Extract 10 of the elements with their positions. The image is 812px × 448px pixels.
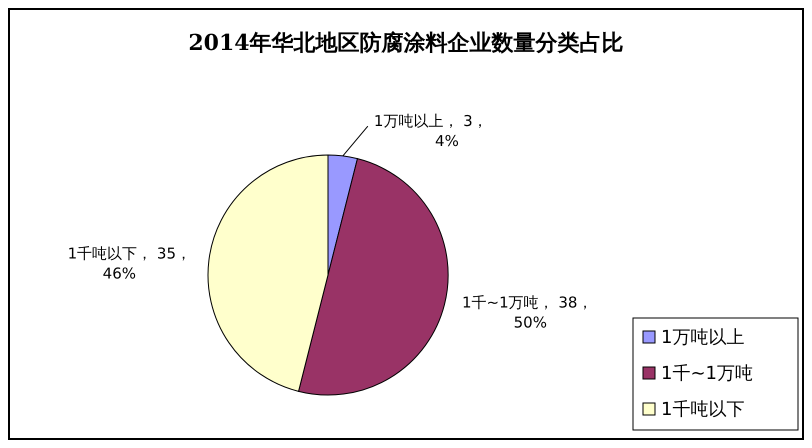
text: 50% — [514, 313, 547, 332]
category-label: 1万吨以上， 3， — [374, 112, 488, 130]
chart-title: 2014年华北地区防腐涂料企业数量分类占比 — [188, 30, 624, 56]
text: 4% — [435, 132, 459, 150]
text: 46% — [102, 264, 136, 283]
legend-label: 1千吨以下 — [661, 399, 744, 420]
legend-label: 1万吨以上 — [661, 327, 744, 348]
legend-label: 1千~1万吨 — [661, 363, 753, 384]
category-label: 1千~1万吨， 38， — [462, 293, 592, 312]
category-label: 1千吨以下， 35， — [68, 244, 192, 263]
